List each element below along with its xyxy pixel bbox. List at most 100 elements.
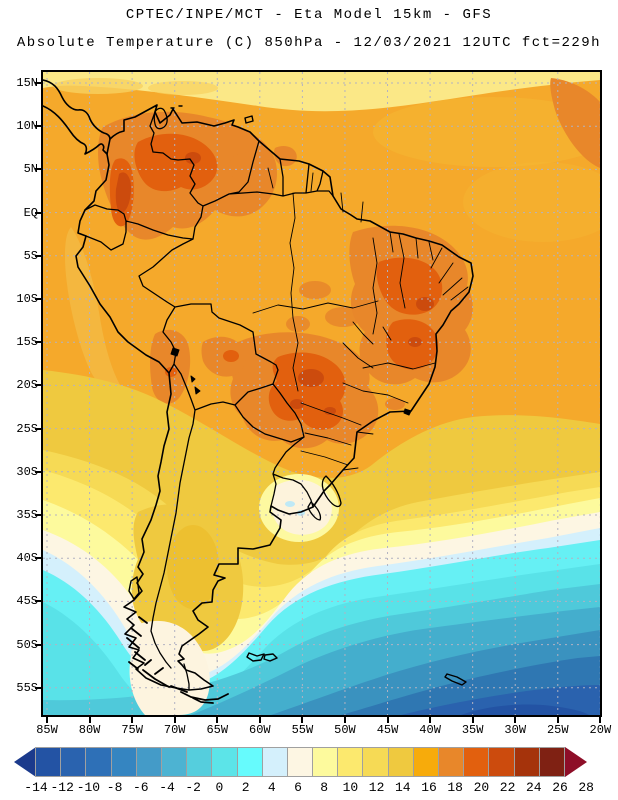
lat-tick-label: 20S xyxy=(16,378,38,393)
lon-tick-label: 85W xyxy=(36,723,58,737)
lon-tick-label: 20W xyxy=(589,723,612,737)
lat-tick-label: 5N xyxy=(23,162,38,177)
colorbar-tick-label: 2 xyxy=(241,780,250,795)
map-frame xyxy=(41,70,602,717)
lon-tick-label: 65W xyxy=(206,723,229,737)
lat-tick-mark xyxy=(35,254,41,257)
lon-tick-mark xyxy=(46,717,48,723)
colorbar-tick-label: 16 xyxy=(421,780,437,795)
colorbar-tick-label: -2 xyxy=(185,780,201,795)
lat-tick-label: 50S xyxy=(16,637,38,652)
lon-tick-mark xyxy=(88,717,91,723)
colorbar-tick-label: 4 xyxy=(267,780,276,795)
colorbar-tick-label: -8 xyxy=(106,780,123,795)
lat-tick-mark xyxy=(35,557,41,560)
lat-tick-mark xyxy=(35,384,41,387)
country-borders xyxy=(84,111,334,691)
lon-tick-mark xyxy=(173,717,176,723)
lon-tick-label: 30W xyxy=(504,723,527,737)
lon-tick-mark xyxy=(471,717,474,723)
colorbar-tick-label: 18 xyxy=(447,780,463,795)
lat-tick-label: 35S xyxy=(16,508,38,522)
lon-tick-mark xyxy=(599,717,602,723)
colorbar-cell xyxy=(261,747,288,777)
colorbar-cell xyxy=(312,747,339,777)
central-america-coastline xyxy=(43,79,111,155)
colorbar-cell xyxy=(236,747,263,777)
colorbar-cell xyxy=(438,747,465,777)
patagonia-fjords xyxy=(126,616,229,704)
lat-tick-mark xyxy=(35,470,41,473)
lon-tick-mark xyxy=(514,717,517,723)
lat-tick-label: 5S xyxy=(23,248,38,263)
lon-tick-mark xyxy=(556,717,559,723)
colorbar-tick-label: -14 xyxy=(24,780,48,795)
lon-tick-mark xyxy=(301,717,304,723)
colorbar-cell xyxy=(110,747,137,777)
colorbar-cell xyxy=(286,747,314,777)
colorbar-cell xyxy=(211,747,238,777)
lon-tick-label: 45W xyxy=(376,723,399,737)
colorbar-cell xyxy=(463,747,490,777)
islands xyxy=(128,105,467,686)
colorbar-cell xyxy=(160,747,188,777)
lake-maracaibo xyxy=(153,107,168,130)
lon-tick-mark xyxy=(343,717,346,723)
lat-tick-label: 15S xyxy=(16,335,38,350)
colorbar-cell xyxy=(337,747,364,777)
lon-tick-label: 50W xyxy=(334,723,356,737)
colorbar-tick-label: 0 xyxy=(215,780,224,795)
colorbar xyxy=(14,747,587,777)
colorbar-tick-label: 20 xyxy=(473,780,490,795)
lon-tick-label: 75W xyxy=(121,723,143,737)
lat-tick-mark xyxy=(35,125,41,128)
lat-tick-label: 45S xyxy=(16,594,38,609)
colorbar-cell xyxy=(60,747,87,777)
lat-tick-label: 10N xyxy=(16,119,38,134)
lat-tick-label: 30S xyxy=(16,464,38,479)
lat-tick-mark xyxy=(35,514,41,516)
colorbar-tick-label: -6 xyxy=(132,780,149,795)
colorbar-tick-label: 26 xyxy=(552,780,568,795)
lat-tick-mark xyxy=(35,82,41,84)
colorbar-cell xyxy=(186,747,213,777)
lon-tick-label: 40W xyxy=(419,723,441,737)
colorbar-cell xyxy=(362,747,389,777)
lat-tick-label: 25S xyxy=(16,421,38,436)
colorbar-cell xyxy=(538,747,565,777)
colorbar-tick-label: 14 xyxy=(394,780,411,795)
colorbar-cell xyxy=(35,747,62,777)
lat-tick-label: 40S xyxy=(16,551,38,566)
lat-tick-mark xyxy=(35,211,41,214)
south-america-coastline xyxy=(75,104,474,691)
lat-tick-mark xyxy=(35,600,41,603)
lat-tick-mark xyxy=(35,643,41,646)
colorbar-tick-label: 24 xyxy=(525,780,542,795)
colorbar-tick-label: -12 xyxy=(50,780,74,795)
gridlines xyxy=(43,72,600,715)
page-subtitle: Absolute Temperature (C) 850hPa - 12/03/… xyxy=(16,35,602,51)
coastal-lagoons xyxy=(307,475,342,521)
colorbar-tick-label: -10 xyxy=(76,780,101,795)
lon-tick-label: 55W xyxy=(291,723,314,737)
lat-tick-mark xyxy=(35,427,41,430)
page-title: CPTEC/INPE/MCT - Eta Model 15km - GFS xyxy=(125,7,493,23)
lon-tick-mark xyxy=(258,717,261,723)
lon-tick-mark xyxy=(386,717,389,723)
lon-tick-label: 80W xyxy=(78,723,101,737)
lat-tick-label: 15N xyxy=(16,76,38,90)
lat-tick-mark xyxy=(35,168,41,171)
colorbar-tick-label: 28 xyxy=(578,780,594,795)
lon-tick-label: 70W xyxy=(163,723,186,737)
colorbar-tick-label: 22 xyxy=(499,780,516,795)
lon-tick-mark xyxy=(216,717,219,723)
colorbar-tick-label: 6 xyxy=(294,780,302,795)
coastline-layer xyxy=(43,79,474,704)
lon-tick-label: 60W xyxy=(249,723,271,737)
colorbar-cell xyxy=(387,747,414,777)
colorbar-cell xyxy=(412,747,439,777)
lake-marks xyxy=(170,347,412,416)
lon-tick-label: 25W xyxy=(546,723,569,737)
colorbar-cell xyxy=(85,747,112,777)
